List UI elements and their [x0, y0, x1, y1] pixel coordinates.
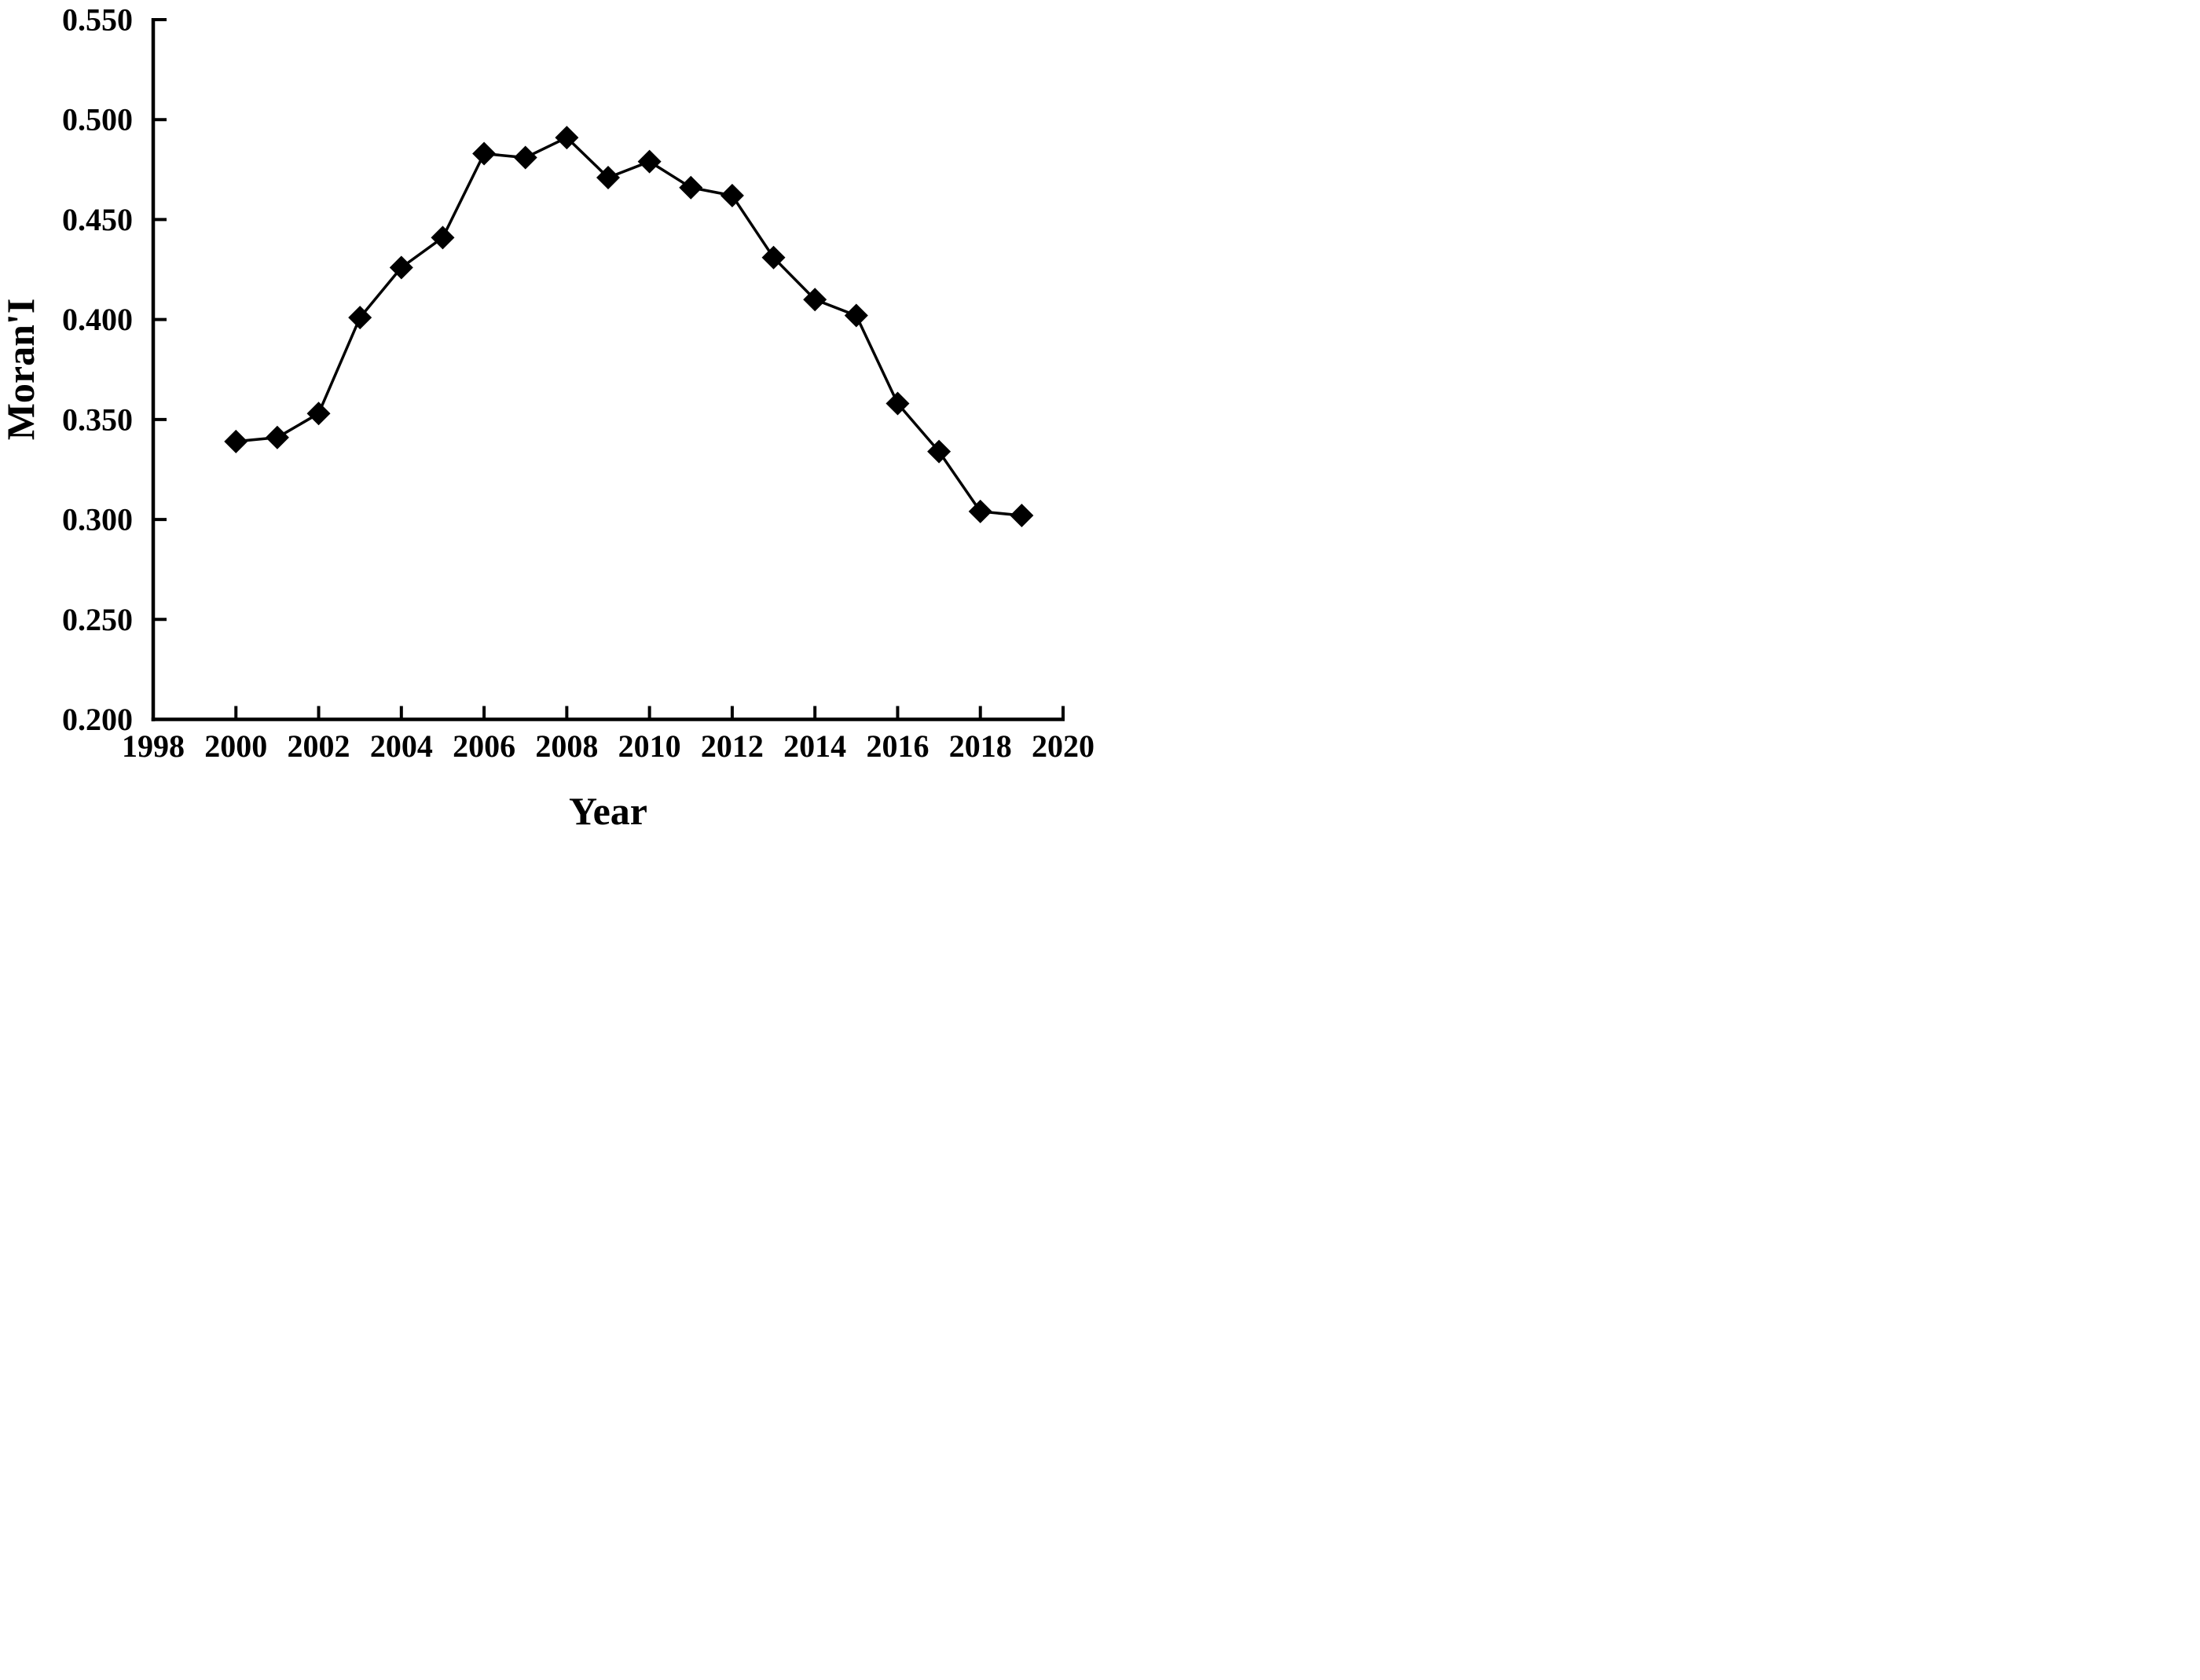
y-tick-label: 0.350	[62, 402, 133, 437]
data-point-marker	[1010, 503, 1034, 527]
x-tick-label: 1998	[122, 728, 185, 764]
x-tick-label: 2006	[453, 728, 515, 764]
data-point-marker	[265, 425, 289, 449]
data-point-marker	[968, 499, 992, 523]
data-point-marker	[596, 165, 620, 189]
y-tick-label: 0.200	[62, 702, 133, 737]
y-axis-title: Moran'I	[0, 299, 42, 441]
chart-canvas: 0.200 0.250 0.300 0.350 0.400 0.450 0.500 0.550…	[0, 2, 1094, 834]
x-tick-label: 2008	[535, 728, 598, 764]
x-tick-label: 2000	[204, 728, 267, 764]
y-tick-label: 0.250	[62, 602, 133, 637]
data-point-marker	[555, 126, 579, 150]
data-point-marker	[886, 391, 910, 416]
y-axis: 0.200 0.250 0.300 0.350 0.400 0.450 0.500 0.550	[62, 2, 167, 737]
y-tick-label: 0.550	[62, 2, 133, 38]
moran-i-line-chart: 0.200 0.250 0.300 0.350 0.400 0.450 0.500 0.550…	[0, 0, 1100, 840]
data-point-marker	[803, 288, 827, 312]
data-point-marker	[431, 226, 455, 250]
x-tick-label: 2002	[288, 728, 350, 764]
x-tick-label: 2014	[783, 728, 846, 764]
x-axis: 1998 2000 2002 2004 2006 2008 2010 2012 2014 2016…	[122, 706, 1094, 764]
data-point-marker	[844, 303, 868, 328]
x-tick-label: 2016	[866, 728, 929, 764]
data-point-marker	[306, 402, 331, 426]
x-axis-title: Year	[569, 789, 647, 833]
data-point-marker	[637, 149, 662, 174]
x-tick-label: 2018	[949, 728, 1012, 764]
data-point-marker	[679, 175, 703, 200]
data-point-marker	[513, 145, 537, 170]
x-tick-label: 2010	[618, 728, 681, 764]
y-tick-label: 0.400	[62, 302, 133, 337]
y-tick-label: 0.500	[62, 102, 133, 138]
y-tick-label: 0.300	[62, 502, 133, 537]
data-point-marker	[761, 245, 786, 270]
series-line	[236, 136, 1022, 517]
series-moran-i	[224, 126, 1034, 527]
data-point-marker	[720, 183, 744, 207]
y-tick-label: 0.450	[62, 202, 133, 237]
x-tick-label: 2012	[701, 728, 764, 764]
x-tick-label: 2020	[1032, 728, 1094, 764]
x-tick-label: 2004	[370, 728, 433, 764]
data-point-marker	[389, 255, 413, 280]
data-point-marker	[927, 439, 952, 464]
data-point-marker	[472, 141, 497, 166]
data-point-marker	[348, 306, 372, 330]
data-point-marker	[224, 429, 248, 453]
